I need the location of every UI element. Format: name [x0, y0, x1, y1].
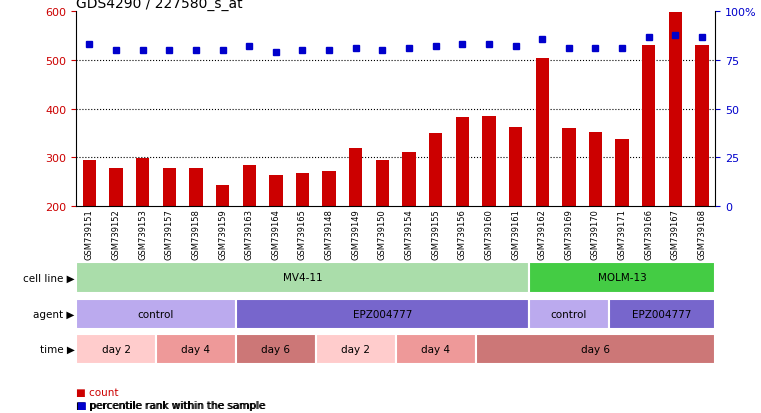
Bar — [216, 185, 229, 206]
Text: percentile rank within the sample: percentile rank within the sample — [90, 400, 266, 410]
Text: EPZ004777: EPZ004777 — [632, 309, 692, 319]
Bar — [110, 169, 123, 206]
Text: time ▶: time ▶ — [40, 344, 75, 354]
Bar — [269, 176, 282, 206]
Text: day 6: day 6 — [581, 344, 610, 354]
Text: GSM739148: GSM739148 — [325, 209, 333, 260]
Text: GSM739168: GSM739168 — [698, 209, 706, 260]
Bar — [403, 153, 416, 206]
Text: GSM739161: GSM739161 — [511, 209, 520, 260]
Text: GSM739160: GSM739160 — [485, 209, 493, 260]
Text: GSM739165: GSM739165 — [298, 209, 307, 260]
Text: GSM739164: GSM739164 — [272, 209, 280, 260]
Text: GSM739149: GSM739149 — [352, 209, 360, 260]
Text: day 4: day 4 — [421, 344, 451, 354]
Text: GSM739152: GSM739152 — [112, 209, 120, 260]
Bar — [696, 46, 708, 206]
Text: GSM739159: GSM739159 — [218, 209, 227, 260]
Text: GSM739169: GSM739169 — [565, 209, 573, 260]
Bar — [609, 299, 715, 329]
Text: GSM739167: GSM739167 — [671, 209, 680, 260]
Bar — [616, 140, 629, 206]
Bar — [136, 159, 149, 206]
Text: GSM739153: GSM739153 — [139, 209, 147, 260]
Bar — [296, 173, 309, 206]
Bar — [349, 148, 362, 206]
Bar — [536, 59, 549, 206]
Text: control: control — [551, 309, 587, 319]
Text: GSM739151: GSM739151 — [85, 209, 94, 260]
Bar — [236, 334, 316, 364]
Bar — [236, 299, 529, 329]
Text: GSM739157: GSM739157 — [165, 209, 174, 260]
Bar — [323, 171, 336, 206]
Bar — [189, 169, 202, 206]
Text: MOLM-13: MOLM-13 — [597, 273, 647, 283]
Text: GSM739158: GSM739158 — [192, 209, 200, 260]
Bar — [562, 129, 575, 206]
Text: GSM739163: GSM739163 — [245, 209, 253, 260]
Bar — [76, 299, 236, 329]
Text: GSM739156: GSM739156 — [458, 209, 466, 260]
Bar — [456, 118, 469, 206]
Bar — [429, 134, 442, 206]
Bar — [482, 117, 495, 206]
Text: GSM739154: GSM739154 — [405, 209, 413, 260]
Bar — [589, 133, 602, 206]
Text: control: control — [138, 309, 174, 319]
Text: day 2: day 2 — [341, 344, 371, 354]
Text: cell line ▶: cell line ▶ — [23, 273, 75, 283]
Bar — [76, 334, 156, 364]
Text: GSM739150: GSM739150 — [378, 209, 387, 260]
Text: GSM739162: GSM739162 — [538, 209, 546, 260]
Text: ■: ■ — [76, 400, 86, 410]
Bar — [83, 160, 96, 206]
Text: GDS4290 / 227580_s_at: GDS4290 / 227580_s_at — [76, 0, 243, 12]
Text: day 4: day 4 — [181, 344, 211, 354]
Text: agent ▶: agent ▶ — [33, 309, 75, 319]
Text: GSM739171: GSM739171 — [618, 209, 626, 260]
Bar — [163, 169, 176, 206]
Text: ■ count: ■ count — [76, 387, 119, 397]
Text: MV4-11: MV4-11 — [282, 273, 323, 283]
Bar — [669, 13, 682, 206]
Text: GSM739166: GSM739166 — [645, 209, 653, 260]
Bar — [642, 46, 655, 206]
Bar — [509, 127, 522, 206]
Bar — [316, 334, 396, 364]
Bar — [156, 334, 236, 364]
Bar — [529, 299, 609, 329]
Bar — [529, 262, 715, 294]
Text: GSM739170: GSM739170 — [591, 209, 600, 260]
Bar — [76, 262, 529, 294]
Text: ■ percentile rank within the sample: ■ percentile rank within the sample — [76, 400, 265, 410]
Bar — [376, 160, 389, 206]
Bar — [243, 165, 256, 206]
Bar — [396, 334, 476, 364]
Text: EPZ004777: EPZ004777 — [352, 309, 412, 319]
Text: day 2: day 2 — [101, 344, 131, 354]
Bar — [476, 334, 715, 364]
Text: day 6: day 6 — [261, 344, 291, 354]
Text: GSM739155: GSM739155 — [431, 209, 440, 260]
